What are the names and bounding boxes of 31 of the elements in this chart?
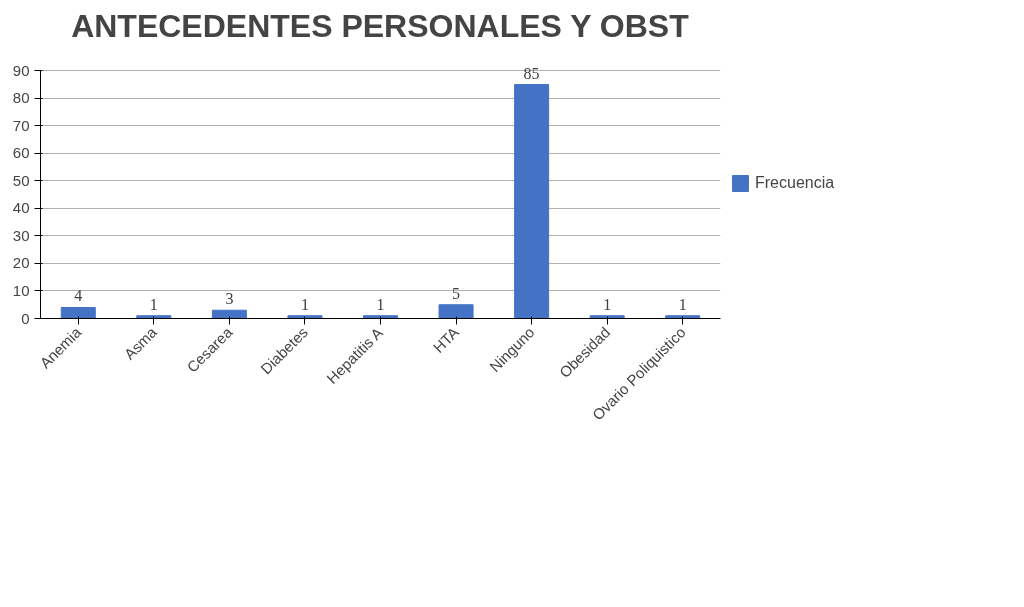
y-tick-label: 10 <box>12 281 30 299</box>
bar <box>514 84 550 319</box>
data-label: 85 <box>523 64 540 82</box>
data-label: 1 <box>376 295 385 313</box>
bar <box>438 304 474 319</box>
bar <box>589 315 625 319</box>
data-label: 5 <box>452 284 461 302</box>
bar <box>136 315 172 319</box>
y-tick-label: 20 <box>12 254 30 272</box>
data-label: 4 <box>74 287 83 305</box>
data-label: 3 <box>225 290 234 308</box>
y-tick-label: 70 <box>12 116 30 134</box>
data-label: 1 <box>678 295 687 313</box>
y-tick-label: 40 <box>12 199 30 217</box>
chart-title: ANTECEDENTES PERSONALES Y OBST <box>71 7 690 44</box>
y-tick-label: 60 <box>12 144 30 162</box>
bar <box>363 315 398 319</box>
data-label: 1 <box>300 295 309 313</box>
bar <box>60 306 96 319</box>
y-tick-label: 0 <box>21 309 30 327</box>
data-label: 1 <box>149 295 158 313</box>
legend-label: Frecuencia <box>755 174 835 192</box>
y-tick-label: 30 <box>12 226 30 244</box>
y-tick-label: 90 <box>12 61 30 79</box>
x-tick-label: HTA <box>429 323 463 356</box>
y-tick-label: 80 <box>12 89 30 107</box>
bar <box>211 309 247 319</box>
data-label: 1 <box>603 295 612 313</box>
bar <box>287 315 323 319</box>
bar <box>665 315 701 319</box>
y-tick-label: 50 <box>12 171 30 189</box>
